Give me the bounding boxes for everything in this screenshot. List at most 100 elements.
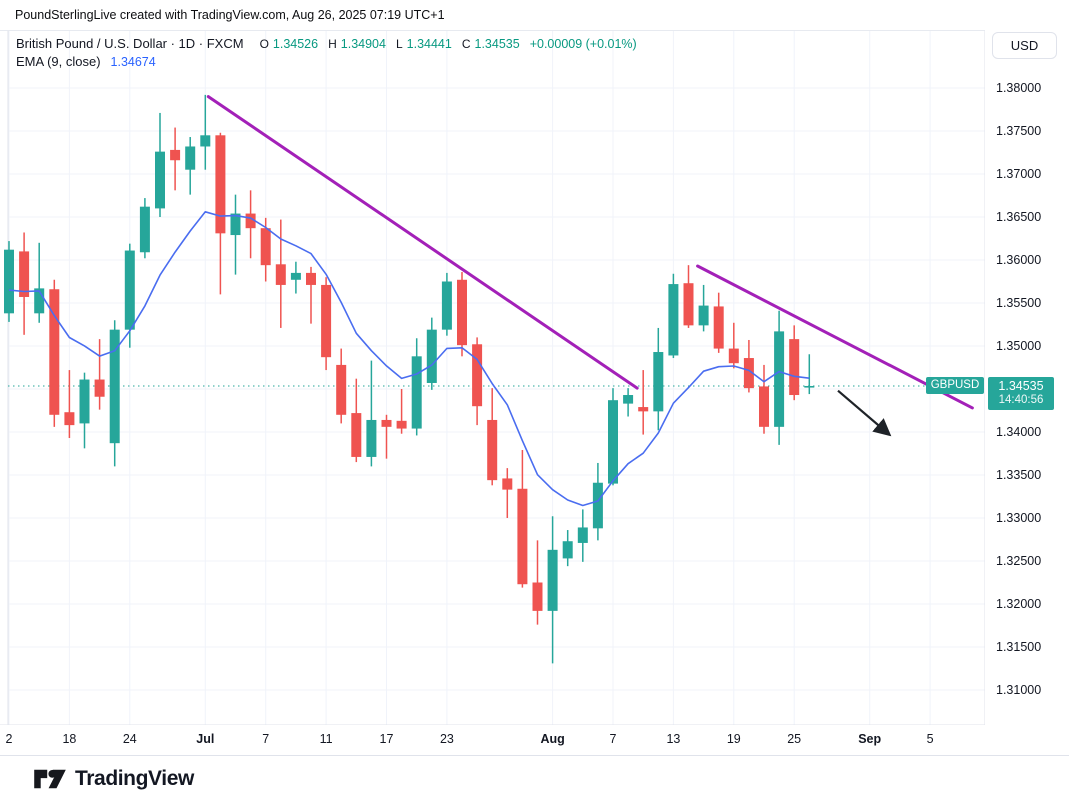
candle-body bbox=[472, 344, 483, 407]
ema-line bbox=[8, 211, 810, 507]
candle-body bbox=[351, 413, 362, 457]
price-tick-label: 1.35000 bbox=[996, 339, 1042, 353]
high-value: 1.34904 bbox=[340, 37, 386, 51]
candle-body bbox=[774, 331, 785, 427]
time-tick-label: 2 bbox=[5, 732, 13, 746]
time-tick-label: 7 bbox=[609, 732, 617, 746]
candle-body bbox=[155, 151, 165, 209]
candle-body bbox=[804, 385, 815, 388]
candle-body bbox=[487, 419, 498, 481]
candle-body bbox=[4, 249, 14, 314]
candle-body bbox=[592, 482, 603, 529]
candle-body bbox=[185, 146, 196, 170]
time-tick-label: 24 bbox=[122, 732, 137, 746]
time-axis[interactable]: 2 18 24 Jul 7 11 17 23 Aug 7 13 19 25 Sep 5 bbox=[0, 725, 1069, 755]
candle-body bbox=[683, 283, 694, 326]
price-tick-label: 1.37500 bbox=[996, 124, 1042, 138]
indicator-value: 1.34674 bbox=[110, 55, 156, 69]
candle-body bbox=[532, 582, 543, 611]
low-value: 1.34441 bbox=[406, 37, 452, 51]
candle-body bbox=[759, 386, 769, 427]
candle-body bbox=[124, 250, 135, 330]
symbol-title: British Pound / U.S. Dollar · 1D · FXCM bbox=[16, 36, 244, 51]
candle-body bbox=[547, 549, 558, 611]
candle-body bbox=[321, 284, 332, 358]
price-tick-label: 1.33500 bbox=[996, 468, 1042, 482]
chart-canvas[interactable] bbox=[0, 0, 1069, 760]
candle-body bbox=[306, 272, 316, 285]
candle-body bbox=[275, 264, 286, 285]
legend-symbol-row[interactable]: British Pound / U.S. Dollar · 1D · FXCM … bbox=[16, 35, 637, 53]
price-tick-label: 1.32500 bbox=[996, 554, 1042, 568]
candle-body bbox=[441, 281, 452, 330]
time-tick-label: 17 bbox=[379, 732, 394, 746]
symbol-price-tag: GBPUSD bbox=[926, 377, 984, 395]
price-tick-label: 1.36000 bbox=[996, 253, 1042, 267]
price-tick-label: 1.35500 bbox=[996, 296, 1042, 310]
close-value: 1.34535 bbox=[474, 37, 520, 51]
candle-body bbox=[457, 279, 467, 346]
trendline[interactable] bbox=[206, 95, 639, 390]
candle-body bbox=[562, 541, 573, 559]
indicator-name: EMA (9, close) bbox=[16, 54, 101, 69]
candle-body bbox=[215, 135, 226, 234]
price-tick-label: 1.34000 bbox=[996, 425, 1042, 439]
bar-countdown: 14:40:56 bbox=[998, 393, 1044, 406]
candle-body bbox=[19, 251, 30, 297]
high-label: H bbox=[328, 37, 337, 51]
candle-body bbox=[79, 379, 90, 424]
tradingview-logo-icon bbox=[34, 769, 66, 789]
candle-body bbox=[789, 339, 800, 396]
chart-bottom-divider bbox=[0, 755, 1069, 756]
candle-body bbox=[170, 149, 181, 161]
time-tick-label: 7 bbox=[262, 732, 270, 746]
last-price-value: 1.34535 bbox=[998, 378, 1044, 393]
candle-body bbox=[245, 213, 256, 229]
candle-body bbox=[139, 206, 150, 253]
price-tick-label: 1.37000 bbox=[996, 167, 1042, 181]
price-tick-label: 1.33000 bbox=[996, 511, 1042, 525]
candle-body bbox=[728, 348, 739, 364]
candle-body bbox=[608, 400, 618, 484]
candle-body bbox=[743, 358, 754, 389]
candle-body bbox=[109, 329, 120, 444]
candle-body bbox=[94, 379, 105, 397]
price-tick-label: 1.38000 bbox=[996, 81, 1042, 95]
candle-body bbox=[502, 478, 513, 490]
close-label: C bbox=[461, 37, 471, 51]
watermark-text: PoundSterlingLive created with TradingVi… bbox=[15, 8, 445, 22]
candle-body bbox=[713, 306, 724, 349]
price-tick-label: 1.36500 bbox=[996, 210, 1042, 224]
candle-body bbox=[34, 288, 45, 314]
time-tick-label: 25 bbox=[787, 732, 802, 746]
time-tick-label: 13 bbox=[666, 732, 681, 746]
time-tick-label: 23 bbox=[439, 732, 454, 746]
down-arrow-annotation[interactable] bbox=[837, 389, 892, 437]
time-tick-label: 11 bbox=[319, 732, 333, 746]
low-label: L bbox=[395, 37, 403, 51]
candle-body bbox=[230, 213, 241, 236]
header-divider bbox=[0, 30, 1069, 31]
candle-body bbox=[200, 135, 211, 147]
currency-button[interactable]: USD bbox=[992, 32, 1057, 59]
time-tick-label: 5 bbox=[926, 732, 934, 746]
candle-body bbox=[517, 488, 528, 585]
candle-body bbox=[698, 305, 709, 326]
candle-body bbox=[638, 407, 649, 412]
time-tick-label: Sep bbox=[858, 732, 882, 746]
price-tick-label: 1.32000 bbox=[996, 597, 1042, 611]
candle-body bbox=[336, 364, 347, 415]
change-value: +0.00009 (+0.01%) bbox=[529, 37, 637, 51]
candle-body bbox=[668, 284, 679, 356]
tradingview-logo-text: TradingView bbox=[75, 767, 194, 790]
candle-body bbox=[653, 352, 664, 412]
candle-body bbox=[366, 419, 377, 457]
candle-body bbox=[49, 289, 60, 415]
candle-body bbox=[260, 228, 271, 266]
open-value: 1.34526 bbox=[272, 37, 319, 51]
legend-indicator-row[interactable]: EMA (9, close) 1.34674 bbox=[16, 53, 637, 71]
time-tick-label: 18 bbox=[62, 732, 77, 746]
candle-body bbox=[426, 329, 437, 383]
tradingview-logo[interactable]: TradingView bbox=[33, 763, 194, 795]
chart-legend: British Pound / U.S. Dollar · 1D · FXCM … bbox=[16, 35, 637, 71]
